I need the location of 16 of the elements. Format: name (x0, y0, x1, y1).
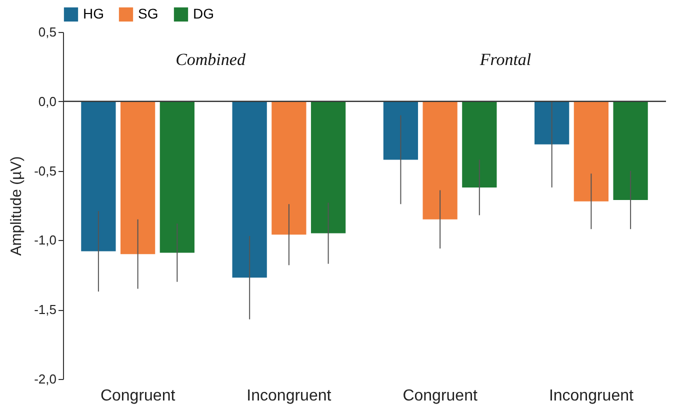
legend-label: DG (193, 5, 214, 22)
legend-label: SG (138, 5, 158, 22)
x-tick-label: Congruent (100, 388, 176, 404)
x-tick-label: Congruent (402, 388, 478, 404)
y-tick-label: -1,5 (34, 302, 56, 318)
y-axis-title: Amplitude (µV) (8, 156, 26, 256)
x-tick-label: Incongruent (246, 388, 332, 404)
annotation: Combined (176, 50, 246, 69)
x-tick-label: Incongruent (548, 388, 634, 404)
legend-label: HG (83, 5, 104, 22)
y-tick-label: -0,5 (34, 163, 56, 178)
y-tick-label: 0,0 (38, 94, 56, 109)
y-tick-label: -2,0 (34, 372, 56, 386)
annotation: Frontal (478, 50, 532, 69)
y-tick-label: -1,0 (34, 232, 56, 248)
y-tick-label: 0,5 (38, 24, 56, 40)
